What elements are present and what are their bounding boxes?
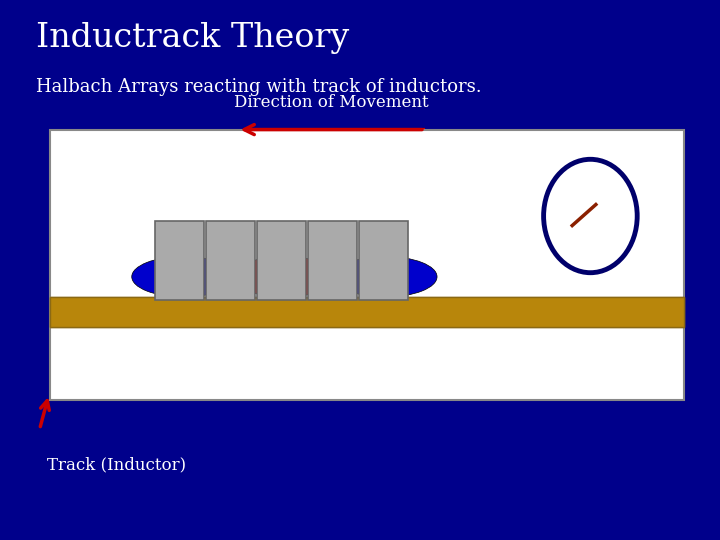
Ellipse shape	[233, 297, 336, 321]
Text: Track (Inductor): Track (Inductor)	[47, 456, 186, 473]
Ellipse shape	[233, 256, 336, 297]
Ellipse shape	[544, 159, 637, 273]
Text: Direction of Movement: Direction of Movement	[234, 94, 428, 111]
Bar	[50, 130, 684, 400]
Bar	[50, 297, 684, 327]
Bar	[257, 221, 306, 300]
Ellipse shape	[132, 297, 235, 321]
Ellipse shape	[333, 297, 437, 321]
Text: Inductrack Theory: Inductrack Theory	[36, 22, 349, 53]
Bar	[155, 221, 204, 300]
Bar	[50, 297, 684, 327]
Bar	[206, 221, 255, 300]
Bar	[308, 221, 357, 300]
Text: Halbach Arrays reacting with track of inductors.: Halbach Arrays reacting with track of in…	[36, 78, 482, 96]
Bar	[359, 221, 408, 300]
Ellipse shape	[132, 256, 235, 297]
Ellipse shape	[333, 256, 437, 297]
